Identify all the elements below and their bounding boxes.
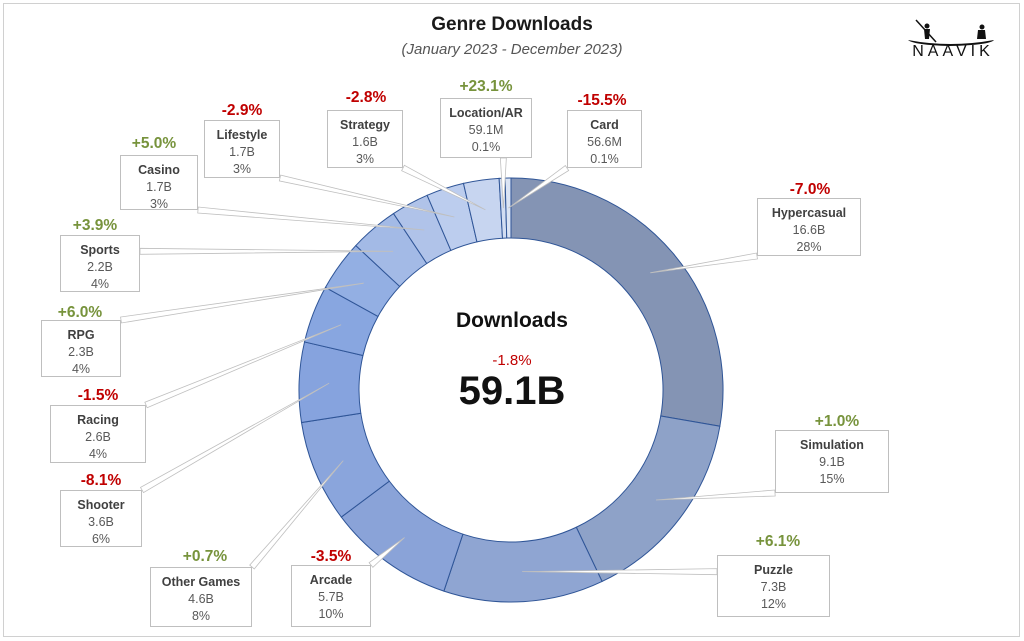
leader-card [508, 164, 570, 209]
leader-other-games [249, 460, 344, 570]
change-lifestyle: -2.9% [221, 102, 263, 119]
center-title: Downloads [455, 309, 568, 332]
slice-name: Strategy [339, 118, 391, 132]
label-box-shooter: Shooter 3.6B 6% [60, 490, 142, 547]
label-box-location-ar: Location/AR 59.1M 0.1% [440, 98, 532, 158]
chart-title: Genre Downloads [431, 14, 593, 35]
slice-value: 4.6B [188, 592, 214, 606]
leader-hypercasual [650, 252, 758, 274]
slice-name: Racing [77, 413, 119, 427]
label-box-card: Card 56.6M 0.1% [567, 110, 642, 168]
change-strategy: -2.8% [345, 89, 387, 106]
slice-name: Location/AR [449, 106, 523, 120]
slice-puzzle [443, 526, 603, 603]
label-box-rpg: RPG 2.3B 4% [41, 320, 121, 377]
label-box-arcade: Arcade 5.7B 10% [291, 565, 371, 627]
change-simulation: +1.0% [814, 413, 860, 430]
slice-name: Puzzle [754, 563, 793, 577]
leader-shooter [139, 382, 330, 494]
slice-value: 1.6B [352, 135, 378, 149]
slice-share: 6% [91, 532, 111, 546]
leader-strategy [401, 164, 486, 211]
slice-share: 28% [796, 240, 822, 254]
slice-name: Lifestyle [216, 128, 268, 142]
leader-simulation [655, 489, 776, 501]
slice-name: RPG [67, 328, 95, 342]
change-card: -15.5% [577, 92, 627, 109]
leader-casino [197, 206, 425, 231]
slice-value: 56.6M [587, 135, 622, 149]
label-box-simulation: Simulation 9.1B 15% [775, 430, 889, 493]
change-racing: -1.5% [77, 387, 119, 404]
slice-value: 16.6B [792, 223, 826, 237]
label-box-lifestyle: Lifestyle 1.7B 3% [204, 120, 280, 178]
center-total: 59.1B [458, 369, 566, 413]
slice-name: Card [590, 118, 619, 132]
label-box-other-games: Other Games 4.6B 8% [150, 567, 252, 627]
slice-name: Hypercasual [771, 206, 847, 220]
label-box-racing: Racing 2.6B 4% [50, 405, 146, 463]
center-change: -1.8% [492, 352, 532, 369]
slice-share: 4% [71, 362, 91, 376]
slice-name: Simulation [800, 438, 864, 452]
change-sports: +3.9% [72, 217, 118, 234]
slice-value: 1.7B [146, 180, 172, 194]
slice-value: 2.6B [85, 430, 111, 444]
change-rpg: +6.0% [57, 304, 103, 321]
slice-share: 4% [90, 277, 110, 291]
leader-arcade [368, 537, 405, 568]
label-box-sports: Sports 2.2B 4% [60, 235, 140, 292]
slice-value: 59.1M [468, 123, 504, 137]
slice-name: Other Games [161, 575, 241, 589]
slice-name: Casino [138, 163, 180, 177]
slice-share: 3% [149, 197, 169, 211]
naavik-logo [908, 19, 994, 46]
leader-racing [144, 324, 342, 409]
slice-card [504, 177, 512, 239]
leader-lifestyle [278, 174, 455, 218]
slice-value: 7.3B [760, 580, 787, 594]
change-puzzle: +6.1% [755, 533, 801, 550]
change-arcade: -3.5% [310, 548, 352, 565]
label-box-puzzle: Puzzle 7.3B 12% [717, 555, 830, 617]
slice-name: Arcade [309, 573, 353, 587]
slice-name: Shooter [77, 498, 125, 512]
leader-rpg [120, 282, 364, 324]
change-hypercasual: -7.0% [789, 181, 831, 198]
slice-share: 0.1% [471, 140, 501, 154]
slice-value: 9.1B [819, 455, 845, 469]
brand-name: NAAVIK [912, 43, 994, 60]
slice-value: 2.2B [87, 260, 113, 274]
slice-share: 4% [88, 447, 108, 461]
change-location-ar: +23.1% [459, 78, 513, 95]
slice-share: 12% [760, 597, 787, 611]
slice-value: 5.7B [318, 590, 344, 604]
chart-subtitle: (January 2023 - December 2023) [401, 41, 623, 58]
slice-hypercasual [510, 177, 724, 427]
slice-value: 3.6B [88, 515, 114, 529]
leader-sports [139, 247, 394, 255]
label-box-casino: Casino 1.7B 3% [120, 155, 198, 211]
slice-share: 10% [318, 607, 344, 621]
label-box-hypercasual: Hypercasual 16.6B 28% [757, 198, 861, 256]
slice-share: 0.1% [590, 152, 619, 166]
slice-name: Sports [80, 243, 120, 257]
change-other-games: +0.7% [182, 548, 228, 565]
change-shooter: -8.1% [80, 472, 122, 489]
label-box-strategy: Strategy 1.6B 3% [327, 110, 403, 168]
slice-share: 3% [355, 152, 375, 166]
leader-location-ar [499, 157, 507, 209]
slice-share: 3% [232, 162, 252, 176]
slice-value: 1.7B [229, 145, 255, 159]
slice-value: 2.3B [68, 345, 94, 359]
slice-share: 15% [819, 472, 845, 486]
slice-share: 8% [191, 609, 211, 623]
change-casino: +5.0% [131, 135, 177, 152]
